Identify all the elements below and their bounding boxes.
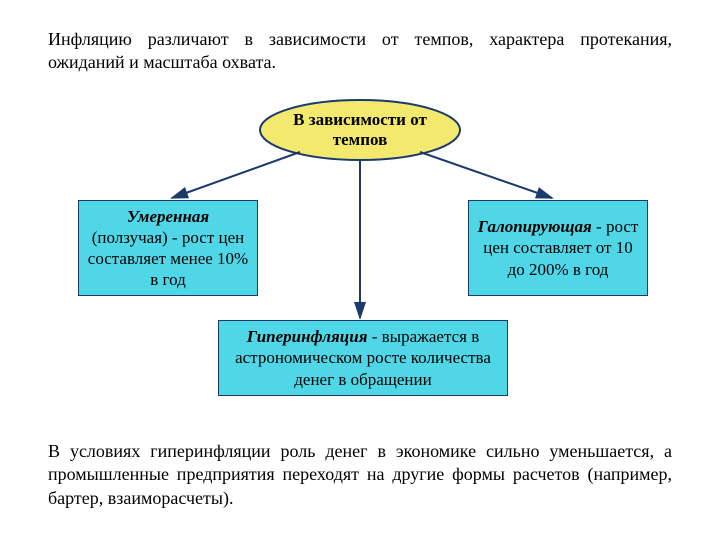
page: Инфляцию различают в зависимости от темп… [0, 0, 720, 540]
intro-text: Инфляцию различают в зависимости от темп… [48, 28, 672, 75]
node-moderate-rest: (ползучая) - рост цен составляет менее 1… [88, 228, 248, 290]
node-galloping-text: Галопирующая - рост цен составляет от 10… [477, 216, 639, 280]
node-hyper: Гиперинфляция - выражается в астрономиче… [218, 320, 508, 396]
node-galloping-title: Галопирующая [478, 217, 592, 236]
node-galloping: Галопирующая - рост цен составляет от 10… [468, 200, 648, 296]
node-moderate-title: Умеренная [127, 207, 209, 226]
node-hyper-title: Гиперинфляция [247, 327, 368, 346]
central-node: В зависимости от темпов [260, 100, 460, 160]
outro-text: В условиях гиперинфляции роль денег в эк… [48, 440, 672, 510]
node-hyper-text: Гиперинфляция - выражается в астрономиче… [227, 326, 499, 390]
node-moderate-text: Умеренная (ползучая) - рост цен составля… [87, 206, 249, 291]
node-moderate: Умеренная (ползучая) - рост цен составля… [78, 200, 258, 296]
